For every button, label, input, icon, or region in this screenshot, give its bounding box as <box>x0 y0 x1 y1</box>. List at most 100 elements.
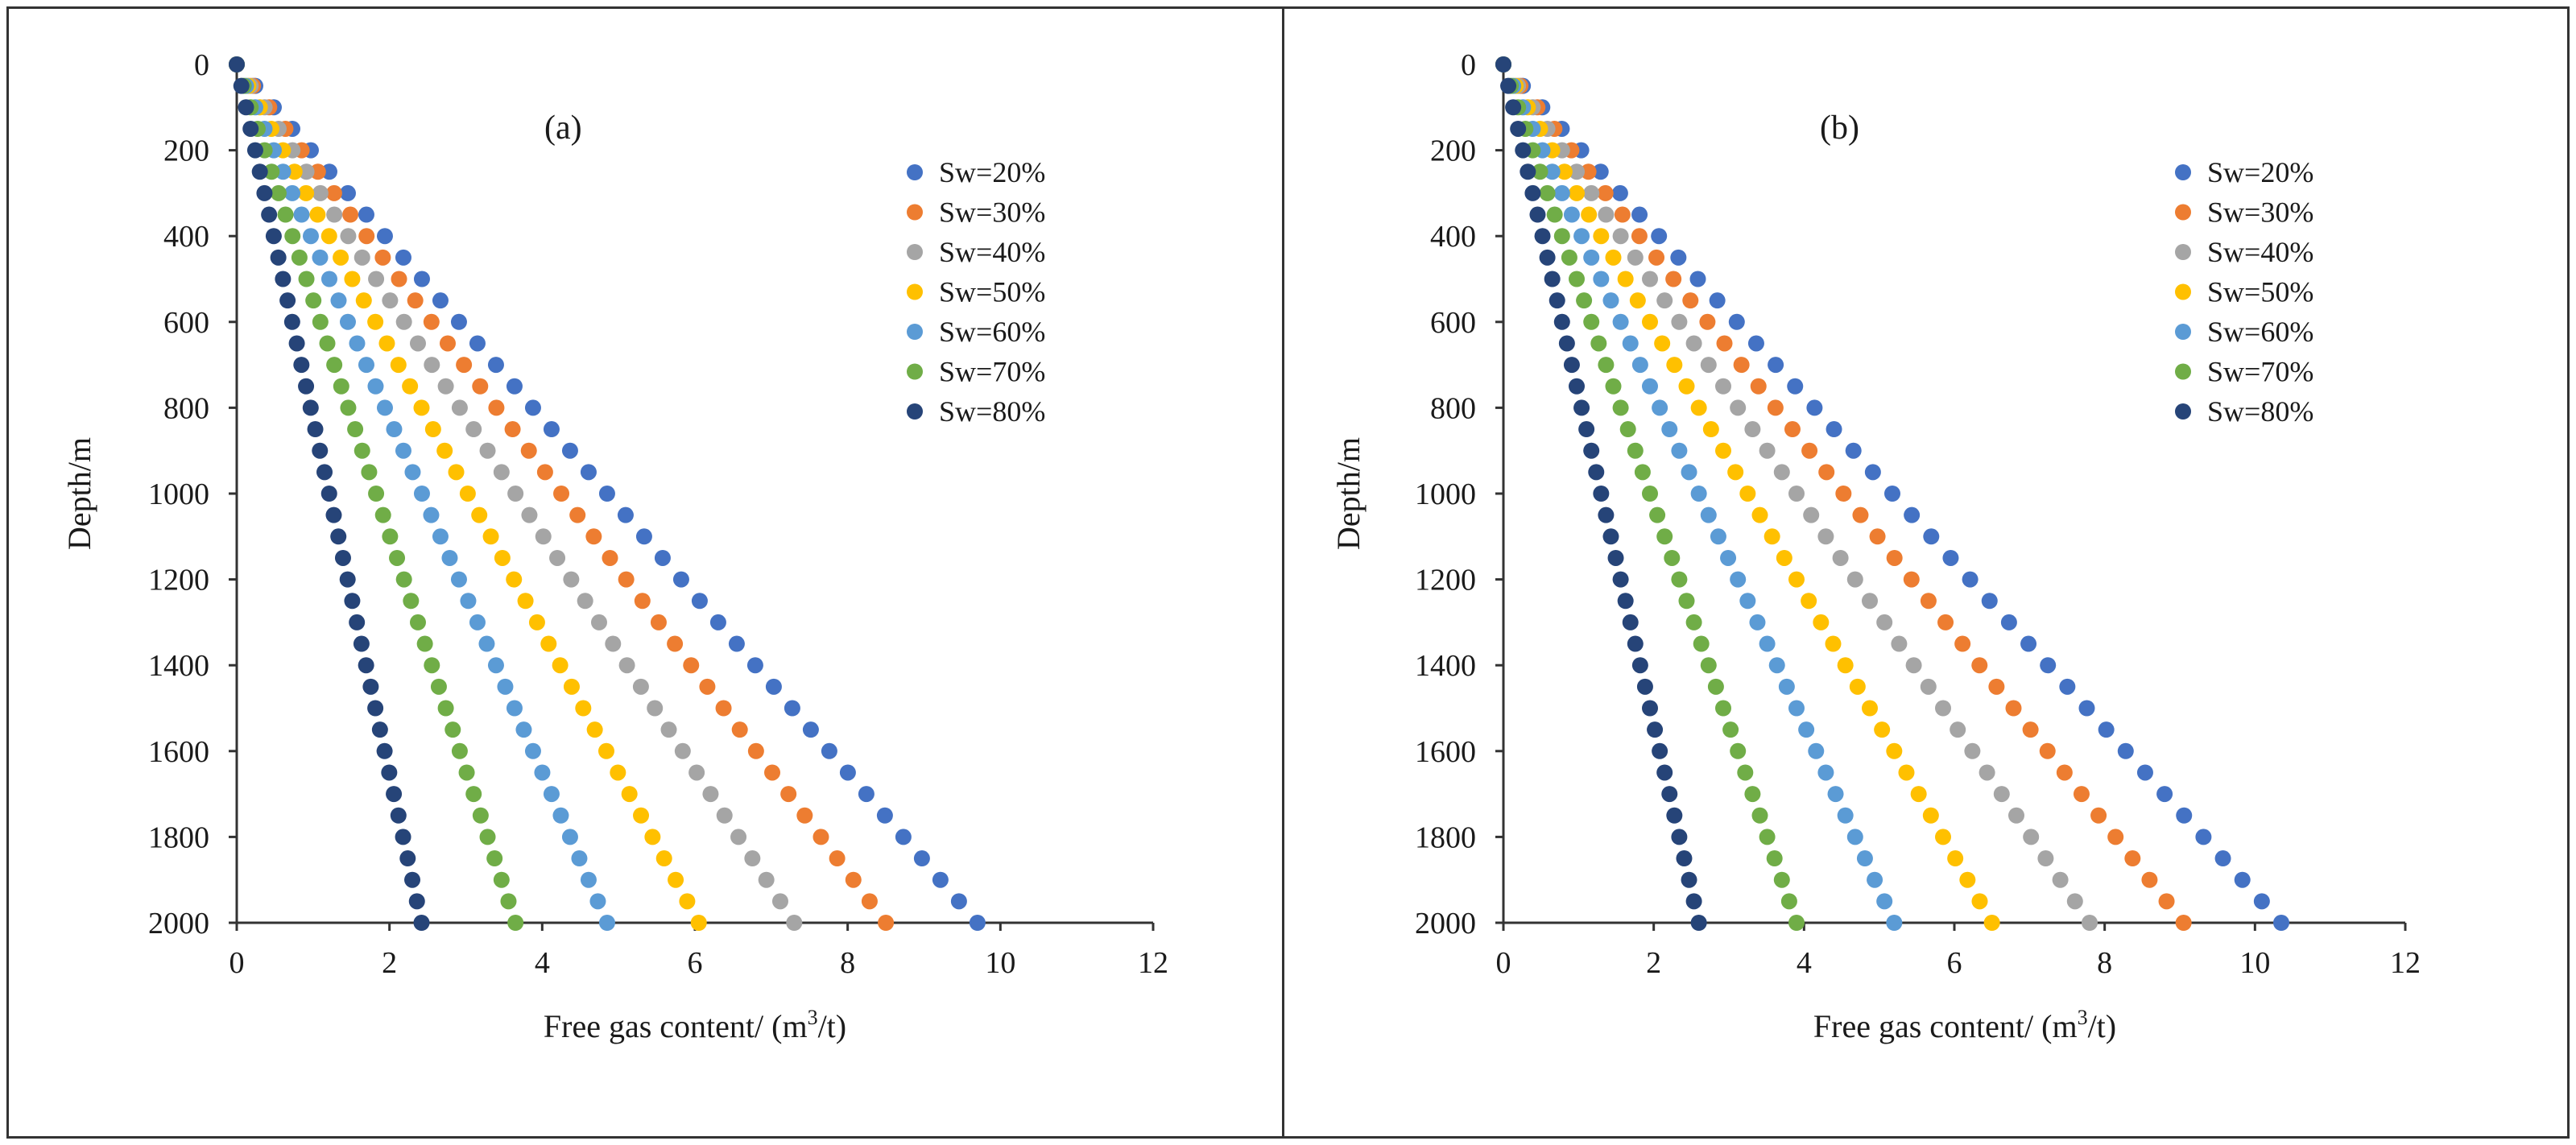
data-point <box>1867 871 1883 888</box>
data-point <box>1690 399 1707 416</box>
data-point <box>358 357 374 374</box>
data-point <box>1730 399 1747 416</box>
data-point <box>479 442 496 459</box>
data-point <box>320 486 337 502</box>
data-point <box>515 721 532 738</box>
data-point <box>655 850 672 867</box>
data-point <box>1767 399 1784 416</box>
data-point <box>479 829 496 845</box>
data-point <box>728 635 745 652</box>
data-point <box>1817 528 1834 545</box>
data-point <box>644 829 661 845</box>
data-point <box>441 549 458 566</box>
data-point <box>1778 678 1795 695</box>
data-point <box>395 571 412 588</box>
data-point <box>1886 549 1903 566</box>
data-point <box>1751 506 1768 523</box>
data-point <box>256 184 273 201</box>
y-tick-label: 800 <box>163 391 209 425</box>
data-point <box>330 528 347 545</box>
data-point <box>413 486 430 502</box>
legend-marker <box>907 403 923 420</box>
data-point <box>504 421 521 438</box>
data-series <box>229 56 524 931</box>
data-point <box>451 399 468 416</box>
data-point <box>494 549 511 566</box>
data-point <box>563 678 580 695</box>
data-point <box>1627 442 1644 459</box>
data-point <box>543 786 560 803</box>
data-point <box>497 678 514 695</box>
data-point <box>744 850 761 867</box>
data-point <box>561 829 578 845</box>
data-point <box>796 807 813 824</box>
data-point <box>784 700 800 717</box>
data-point <box>534 764 551 781</box>
data-point <box>1737 764 1754 781</box>
x-tick-label: 10 <box>2239 946 2270 980</box>
x-tick-label: 6 <box>688 946 703 980</box>
data-point <box>1920 593 1937 610</box>
data-point <box>1558 335 1575 352</box>
y-axis-title: Depth/m <box>1330 437 1367 550</box>
data-point <box>633 807 650 824</box>
data-point <box>780 786 797 803</box>
legend-marker <box>907 164 923 180</box>
data-point <box>413 399 430 416</box>
data-point <box>376 742 393 759</box>
y-tick-label: 800 <box>1430 391 1476 425</box>
data-point <box>618 657 635 674</box>
data-point <box>1727 464 1744 481</box>
data-point <box>333 378 349 395</box>
data-point <box>2136 764 2153 781</box>
data-point <box>1788 915 1805 931</box>
data-point <box>2253 893 2270 910</box>
x-tick-label: 4 <box>1797 946 1812 980</box>
data-point <box>1583 313 1600 330</box>
data-point <box>430 678 447 695</box>
data-point <box>1759 442 1776 459</box>
data-point <box>1876 893 1893 910</box>
data-point <box>482 528 499 545</box>
data-point <box>354 249 370 266</box>
data-point <box>839 764 856 781</box>
data-point <box>683 657 700 674</box>
data-point <box>1817 764 1834 781</box>
data-point <box>1532 163 1548 180</box>
data-point <box>802 721 819 738</box>
data-point <box>535 528 552 545</box>
data-point <box>2273 915 2289 931</box>
data-point <box>1642 700 1658 717</box>
data-point <box>1524 184 1541 201</box>
legend-label: Sw=40% <box>2207 236 2313 268</box>
data-point <box>413 915 430 931</box>
data-point <box>403 593 420 610</box>
data-point <box>320 163 337 180</box>
data-point <box>1665 271 1682 287</box>
data-point <box>1744 786 1761 803</box>
data-point <box>1573 228 1590 245</box>
data-point <box>472 378 489 395</box>
data-point <box>1803 506 1820 523</box>
data-point <box>2023 829 2040 845</box>
data-point <box>1903 571 1920 588</box>
data-point <box>395 829 411 845</box>
data-point <box>1631 357 1648 374</box>
data-point <box>1720 549 1737 566</box>
data-point <box>506 378 523 395</box>
data-point <box>829 850 846 867</box>
data-point <box>458 764 475 781</box>
data-point <box>1852 506 1869 523</box>
data-point <box>1716 335 1733 352</box>
data-point <box>2000 614 2017 630</box>
data-point <box>1837 807 1854 824</box>
legend-label: Sw=70% <box>2207 356 2313 388</box>
data-point <box>283 313 300 330</box>
data-point <box>1510 120 1527 137</box>
data-point <box>382 528 399 545</box>
data-point <box>1832 549 1849 566</box>
data-point <box>1642 271 1658 287</box>
data-point <box>635 528 652 545</box>
data-point <box>1682 292 1699 309</box>
y-tick-label: 200 <box>1430 134 1476 168</box>
